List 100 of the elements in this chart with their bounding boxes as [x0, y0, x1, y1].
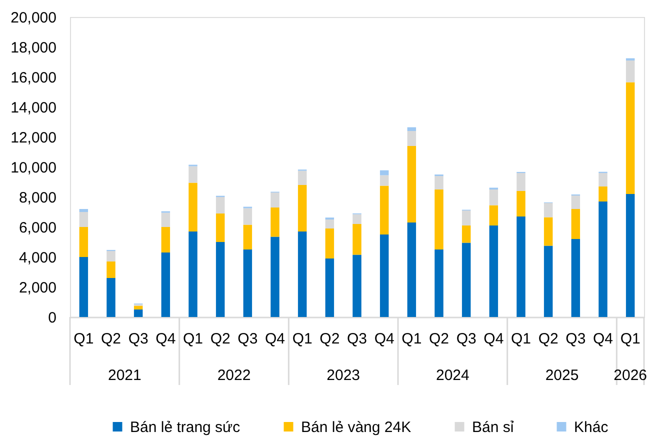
bar	[243, 250, 252, 317]
bar	[544, 246, 553, 317]
x-tick-label: Q2	[538, 330, 558, 348]
bar	[161, 252, 170, 317]
bar	[434, 190, 444, 250]
bar	[434, 176, 444, 190]
bar	[134, 310, 143, 317]
y-tick-label: 0	[48, 310, 56, 326]
bar	[544, 203, 553, 218]
bar	[352, 254, 362, 317]
bar	[380, 186, 389, 234]
y-tick-label: 14,000	[10, 100, 56, 116]
bar	[462, 226, 471, 243]
y-tick-label: 6,000	[18, 220, 56, 236]
y-tick-label: 12,000	[10, 130, 56, 146]
bar	[434, 250, 444, 317]
y-tick-label: 10,000	[10, 160, 56, 176]
bar	[407, 127, 416, 131]
legend-label: Bán lẻ vàng 24K	[301, 418, 412, 436]
legend-label: Khác	[574, 418, 609, 436]
bar	[462, 242, 471, 317]
text: 2022	[217, 367, 251, 384]
x-tick-label: Q3	[128, 330, 148, 348]
bar	[243, 224, 252, 250]
x-tick-label: Q4	[264, 330, 286, 348]
bar	[79, 257, 88, 317]
x-tick-label: Q4	[156, 330, 176, 348]
x-tick-label: Q3	[566, 330, 586, 348]
x-tick-label: Q1	[510, 330, 532, 348]
y-tick-label: 20,000	[10, 10, 56, 26]
x-tick-label: Q4	[484, 330, 504, 348]
x-tick-label: Q1	[620, 330, 640, 348]
x-tick-label: Q3	[456, 330, 476, 348]
bar	[325, 258, 334, 317]
bar	[79, 212, 88, 227]
bar	[161, 227, 170, 252]
bar	[298, 232, 307, 317]
x-tick-label: Q2	[428, 330, 450, 348]
bar	[489, 226, 498, 317]
bar	[571, 239, 580, 317]
bar	[106, 262, 116, 278]
x-tick-label: Q2	[100, 330, 122, 348]
bar	[407, 146, 416, 222]
bar	[270, 236, 280, 317]
bar	[489, 190, 498, 206]
text: 2021	[108, 367, 142, 384]
y-tick-label: 18,000	[10, 40, 56, 56]
bar	[161, 212, 170, 227]
bar	[325, 228, 334, 258]
x-tick-label: Q1	[292, 330, 312, 348]
bar	[79, 227, 88, 257]
bar	[216, 197, 225, 214]
bar	[134, 306, 143, 310]
bar	[626, 194, 635, 317]
x-tick-label: Q2	[210, 330, 230, 348]
bar	[380, 175, 389, 186]
y-tick-label: 16,000	[10, 70, 56, 86]
x-tick-label: Q4	[374, 330, 394, 348]
text: 2024	[436, 367, 470, 384]
x-tick-label: Q1	[182, 330, 204, 348]
bar	[516, 173, 526, 191]
legend-label: Bán lẻ trang sức	[130, 418, 241, 436]
bar	[516, 191, 526, 216]
text: 2023	[326, 367, 360, 384]
y-tick-label: 8,000	[18, 190, 56, 206]
x-tick-label: Q3	[346, 330, 368, 348]
x-tick-label: Q3	[238, 330, 258, 348]
bar	[598, 186, 608, 202]
bar	[216, 242, 225, 317]
bar	[106, 251, 116, 262]
bar	[188, 182, 198, 232]
bar	[298, 170, 307, 185]
bar	[407, 131, 416, 146]
bar	[380, 234, 389, 317]
bar	[598, 202, 608, 317]
bar	[407, 222, 416, 317]
x-tick-label: Q4	[592, 330, 614, 348]
bar	[571, 209, 580, 239]
bar	[626, 82, 635, 194]
text: 2026	[614, 367, 648, 384]
x-tick-label: Q1	[74, 330, 94, 348]
bar	[544, 217, 553, 246]
bar	[270, 208, 280, 237]
bar	[79, 209, 88, 212]
bar	[571, 196, 580, 209]
bar	[216, 214, 225, 242]
bar	[380, 170, 389, 176]
y-tick-label: 4,000	[18, 250, 56, 266]
bar	[270, 192, 280, 208]
bar	[106, 278, 116, 317]
bar	[243, 208, 252, 225]
bar	[325, 220, 334, 228]
bar	[188, 166, 198, 183]
text: 2025	[545, 367, 579, 384]
legend-label: Bán sỉ	[472, 418, 514, 436]
bar	[188, 232, 198, 317]
bar	[516, 216, 526, 317]
x-tick-label: Q2	[320, 330, 340, 348]
bar	[462, 210, 471, 226]
bar	[298, 185, 307, 232]
